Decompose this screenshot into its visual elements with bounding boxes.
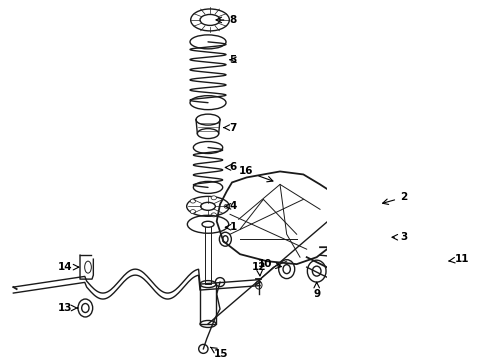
Text: 12: 12 bbox=[252, 262, 267, 276]
Text: 4: 4 bbox=[225, 201, 237, 211]
Text: 14: 14 bbox=[57, 262, 79, 272]
Text: 5: 5 bbox=[229, 55, 237, 65]
Text: 7: 7 bbox=[223, 123, 237, 132]
Ellipse shape bbox=[211, 213, 217, 217]
Ellipse shape bbox=[190, 210, 196, 213]
Text: 16: 16 bbox=[239, 166, 273, 182]
Text: 6: 6 bbox=[225, 162, 237, 172]
Ellipse shape bbox=[190, 199, 196, 203]
Ellipse shape bbox=[224, 204, 229, 208]
Text: 11: 11 bbox=[449, 254, 469, 264]
Text: 15: 15 bbox=[211, 347, 228, 359]
Text: 1: 1 bbox=[225, 222, 237, 232]
Text: 13: 13 bbox=[57, 303, 77, 313]
Text: 8: 8 bbox=[216, 15, 237, 25]
Text: 2: 2 bbox=[383, 192, 407, 204]
Text: 3: 3 bbox=[392, 232, 407, 242]
Text: 9: 9 bbox=[313, 282, 320, 299]
Ellipse shape bbox=[211, 196, 217, 200]
Text: 10: 10 bbox=[258, 259, 281, 269]
